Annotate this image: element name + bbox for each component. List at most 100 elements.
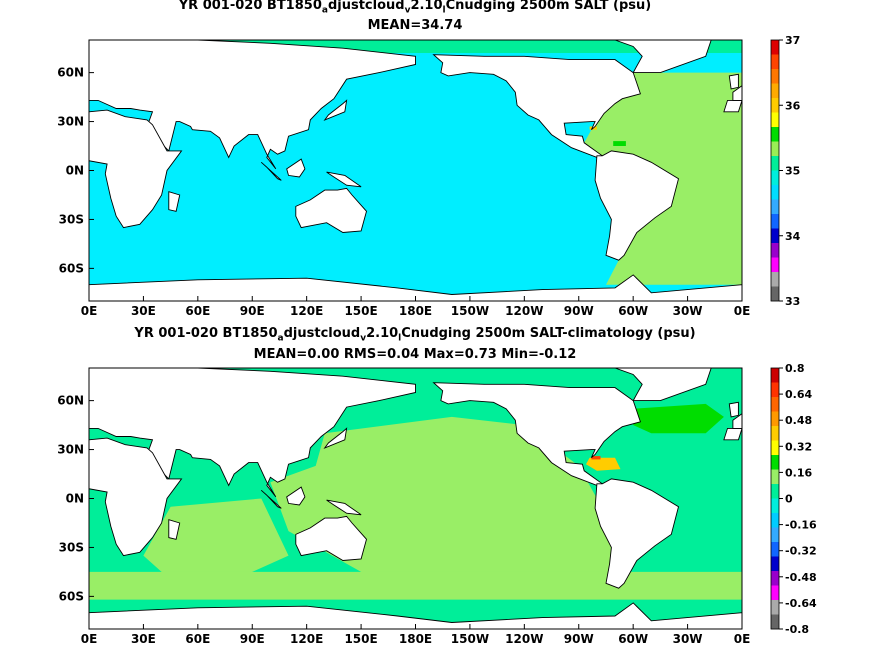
land-mask bbox=[432, 382, 641, 486]
colorbar-swatch bbox=[771, 141, 779, 157]
plot1-atlantic-field bbox=[584, 72, 742, 285]
plot2-southern-anomaly bbox=[88, 571, 743, 600]
y-tick-label: 60N bbox=[57, 394, 84, 408]
x-tick-label: 30E bbox=[131, 632, 156, 646]
colorbar-swatch bbox=[771, 440, 779, 456]
land-mask bbox=[723, 99, 742, 113]
land-mask bbox=[614, 40, 712, 74]
land-mask bbox=[594, 150, 680, 261]
plot2-north-atlantic bbox=[633, 403, 724, 434]
land-mask bbox=[89, 368, 416, 498]
land-mask bbox=[286, 486, 306, 506]
colorbar-swatch bbox=[771, 98, 779, 113]
y-tick-label: 30N bbox=[57, 443, 84, 457]
colorbar-swatch bbox=[771, 257, 779, 273]
colorbar-swatch bbox=[771, 571, 779, 586]
land-mask bbox=[594, 478, 680, 589]
land-mask bbox=[89, 602, 742, 629]
land-mask bbox=[432, 54, 641, 158]
x-tick-label: 120W bbox=[505, 632, 543, 646]
colorbar-swatch bbox=[771, 69, 779, 84]
x-tick-label: 30E bbox=[131, 304, 156, 318]
x-tick-label: 60E bbox=[185, 632, 210, 646]
x-tick-label: 60W bbox=[618, 632, 648, 646]
x-tick-label: 90E bbox=[240, 632, 265, 646]
x-tick-label: 150E bbox=[344, 304, 377, 318]
colorbar-swatch bbox=[771, 112, 779, 128]
x-tick-label: 120W bbox=[505, 304, 543, 318]
x-tick-label: 0E bbox=[734, 632, 751, 646]
land-mask bbox=[89, 40, 416, 170]
y-tick-label: 60S bbox=[59, 261, 84, 275]
colorbar-swatch bbox=[771, 243, 779, 258]
colorbar-swatch bbox=[771, 199, 779, 215]
land-mask bbox=[260, 489, 282, 509]
x-tick-label: 60E bbox=[185, 304, 210, 318]
land-mask bbox=[323, 99, 348, 121]
y-tick-label: 0N bbox=[66, 164, 84, 178]
plot2-subtitle: MEAN=0.00 RMS=0.04 Max=0.73 Min=-0.12 bbox=[253, 347, 577, 362]
colorbar-swatch bbox=[771, 156, 779, 171]
colorbar-swatch bbox=[771, 484, 779, 499]
x-tick-label: 0E bbox=[81, 632, 98, 646]
y-tick-label: 30S bbox=[59, 212, 84, 226]
x-tick-label: 180E bbox=[399, 304, 432, 318]
land-mask bbox=[89, 109, 183, 229]
colorbar-swatch bbox=[771, 527, 779, 543]
land-mask bbox=[89, 437, 183, 557]
plot1-title: YR 001-020 BT1850adjustcloudv2.10lCnudgi… bbox=[178, 0, 652, 16]
land-mask bbox=[323, 427, 348, 449]
plot2-caribbean-anomaly bbox=[586, 457, 621, 471]
colorbar-swatch bbox=[771, 83, 779, 99]
colorbar-swatch bbox=[771, 455, 779, 470]
colorbar-tick-label: 0.16 bbox=[785, 466, 812, 479]
x-tick-label: 30W bbox=[673, 632, 703, 646]
y-tick-label: 30S bbox=[59, 540, 84, 554]
colorbar-tick-label: -0.48 bbox=[785, 571, 817, 584]
colorbar-swatch bbox=[771, 614, 779, 630]
colorbar-tick-label: 0.64 bbox=[785, 388, 812, 401]
land-mask bbox=[295, 515, 367, 561]
land-mask bbox=[168, 191, 181, 212]
land-mask bbox=[728, 401, 739, 418]
land-mask bbox=[728, 73, 739, 90]
plot2-indian-anomaly bbox=[143, 498, 289, 581]
plot1-subtitle: MEAN=34.74 bbox=[367, 18, 463, 33]
colorbar-swatch bbox=[771, 286, 779, 302]
colorbar-swatch bbox=[771, 469, 779, 485]
plot1-land bbox=[89, 40, 742, 301]
land-mask bbox=[168, 519, 181, 540]
colorbar-swatch bbox=[771, 585, 779, 601]
x-tick-label: 60W bbox=[618, 304, 648, 318]
land-mask bbox=[614, 368, 712, 402]
colorbar-swatch bbox=[771, 228, 779, 244]
colorbar-swatch bbox=[771, 556, 779, 572]
y-tick-label: 0N bbox=[66, 492, 84, 506]
colorbar-swatch bbox=[771, 426, 779, 441]
colorbar-tick-label: 0 bbox=[785, 493, 793, 506]
y-tick-label: 60N bbox=[57, 66, 84, 80]
colorbar-swatch bbox=[771, 382, 779, 398]
colorbar-tick-label: 33 bbox=[785, 295, 800, 308]
colorbar-swatch bbox=[771, 127, 779, 142]
x-tick-label: 90W bbox=[564, 632, 594, 646]
colorbar-swatch bbox=[771, 272, 779, 287]
colorbar-swatch bbox=[771, 185, 779, 200]
land-mask bbox=[732, 413, 742, 429]
plot2-title: YR 001-020 BT1850adjustcloudv2.10lCnudgi… bbox=[134, 326, 696, 344]
colorbar-tick-label: 37 bbox=[785, 34, 800, 47]
colorbar-swatch bbox=[771, 40, 779, 55]
colorbar-swatch bbox=[771, 542, 779, 557]
colorbar-tick-label: 0.32 bbox=[785, 440, 812, 453]
colorbar-swatch bbox=[771, 397, 779, 412]
land-mask bbox=[286, 158, 306, 178]
x-tick-label: 180E bbox=[399, 632, 432, 646]
x-tick-label: 30W bbox=[673, 304, 703, 318]
land-mask bbox=[723, 427, 742, 441]
x-tick-label: 150W bbox=[451, 632, 489, 646]
colorbar-swatch bbox=[771, 54, 779, 70]
land-mask bbox=[732, 85, 742, 101]
x-tick-label: 120E bbox=[290, 632, 323, 646]
colorbar-swatch bbox=[771, 513, 779, 528]
